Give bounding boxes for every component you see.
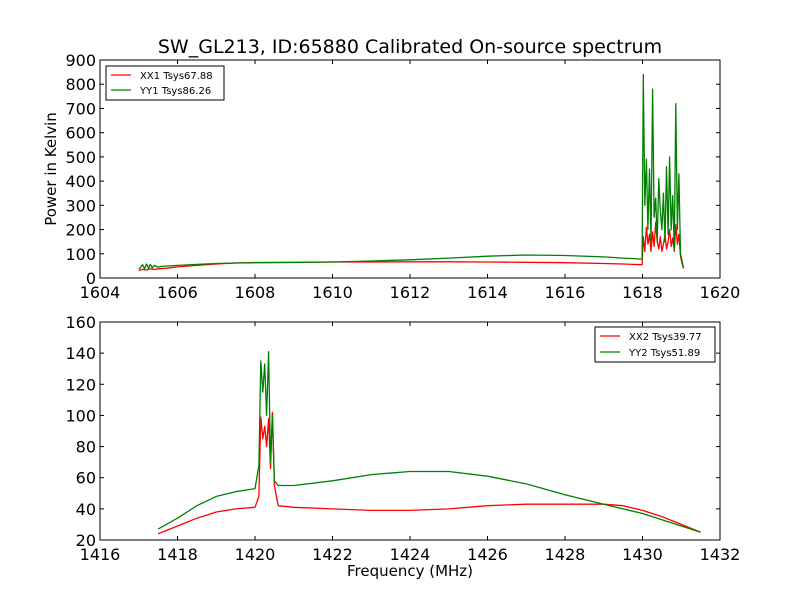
- chart-top-legend-box: [105, 65, 225, 101]
- chart-top-series-line-2: [138, 73, 685, 270]
- chart-top-legend: XX1 Tsys67.88 YY1 Tsys86.26: [105, 65, 225, 101]
- chart-top-legend-label-xx1: XX1 Tsys67.88: [140, 71, 213, 82]
- chart-bottom-series-group: [157, 350, 701, 535]
- chart-top-series-group: [138, 73, 685, 272]
- chart-top-y-tick-label: 300: [65, 196, 96, 215]
- chart-bottom-y-tick-label: 160: [65, 313, 96, 332]
- chart-bottom-x-tick-label: 1424: [390, 545, 431, 564]
- chart-top-y-tick-label: 800: [65, 75, 96, 94]
- chart-top-axes: 1604 1606 1608 1610 1612 1614 1616 1618 1620 0 100…: [65, 51, 740, 302]
- chart-bottom-x-tick-label: 1422: [312, 545, 353, 564]
- chart-top-x-tick-label: 1608: [235, 283, 276, 302]
- chart-top-x-tick-label: 1614: [467, 283, 508, 302]
- chart-bottom-y-tick-label: 120: [65, 375, 96, 394]
- chart-bottom-y-tick-label: 20: [76, 531, 96, 550]
- chart-bottom-series-line-1: [157, 411, 701, 535]
- chart-top-series-line-1: [138, 221, 685, 272]
- chart-bottom-axes: 1416 1418 1420 1422 1424 1426 1428 1430 1432 20 40…: [65, 313, 740, 564]
- chart-bottom-y-tick-label: 80: [76, 438, 96, 457]
- chart-top: SW_GL213, ID:65880 Calibrated On-source …: [42, 36, 740, 302]
- chart-top-x-tick-label: 1604: [80, 283, 121, 302]
- chart-top-y-tick-label: 600: [65, 124, 96, 143]
- chart-bottom-series-line-2: [157, 350, 701, 533]
- chart-bottom-y-tick-label: 100: [65, 406, 96, 425]
- chart-bottom-x-tick-label: 1420: [235, 545, 276, 564]
- chart-bottom-x-tick-label: 1418: [157, 545, 198, 564]
- chart-bottom-xlabel: Frequency (MHz): [347, 562, 473, 580]
- chart-bottom: Frequency (MHz) 1416 1418 1420 1422 1424 1426…: [65, 313, 740, 580]
- chart-top-y-tick-label: 100: [65, 245, 96, 264]
- chart-top-legend-label-yy1: YY1 Tsys86.26: [139, 86, 211, 97]
- chart-bottom-legend-box: [594, 326, 716, 363]
- chart-bottom-x-tick-label: 1428: [545, 545, 586, 564]
- chart-bottom-x-tick-label: 1430: [622, 545, 663, 564]
- chart-bottom-legend-label-yy2: YY2 Tsys51.89: [628, 348, 700, 359]
- chart-top-y-tick-label: 0: [86, 269, 96, 288]
- chart-top-x-tick-label: 1612: [390, 283, 431, 302]
- chart-bottom-legend-label-xx2: XX2 Tsys39.77: [629, 332, 702, 343]
- chart-top-x-tick-label: 1606: [157, 283, 198, 302]
- chart-top-y-tick-label: 900: [65, 51, 96, 70]
- chart-bottom-y-tick-label: 40: [76, 500, 96, 519]
- chart-top-x-tick-label: 1620: [700, 283, 741, 302]
- chart-bottom-x-tick-label: 1416: [80, 545, 121, 564]
- chart-bottom-y-tick-label: 140: [65, 344, 96, 363]
- chart-top-y-tick-label: 500: [65, 148, 96, 167]
- chart-top-x-tick-label: 1618: [622, 283, 663, 302]
- chart-top-ylabel: Power in Kelvin: [42, 112, 60, 226]
- chart-top-x-tick-label: 1610: [312, 283, 353, 302]
- chart-top-y-tick-label: 700: [65, 99, 96, 118]
- chart-bottom-legend: XX2 Tsys39.77 YY2 Tsys51.89: [594, 326, 716, 363]
- chart-bottom-y-tick-label: 60: [76, 469, 96, 488]
- chart-top-y-tick-label: 200: [65, 221, 96, 240]
- chart-bottom-x-tick-label: 1426: [467, 545, 508, 564]
- chart-top-x-tick-label: 1616: [545, 283, 586, 302]
- chart-top-title: SW_GL213, ID:65880 Calibrated On-source …: [158, 36, 662, 58]
- chart-bottom-x-tick-label: 1432: [700, 545, 741, 564]
- chart-top-y-tick-label: 400: [65, 172, 96, 191]
